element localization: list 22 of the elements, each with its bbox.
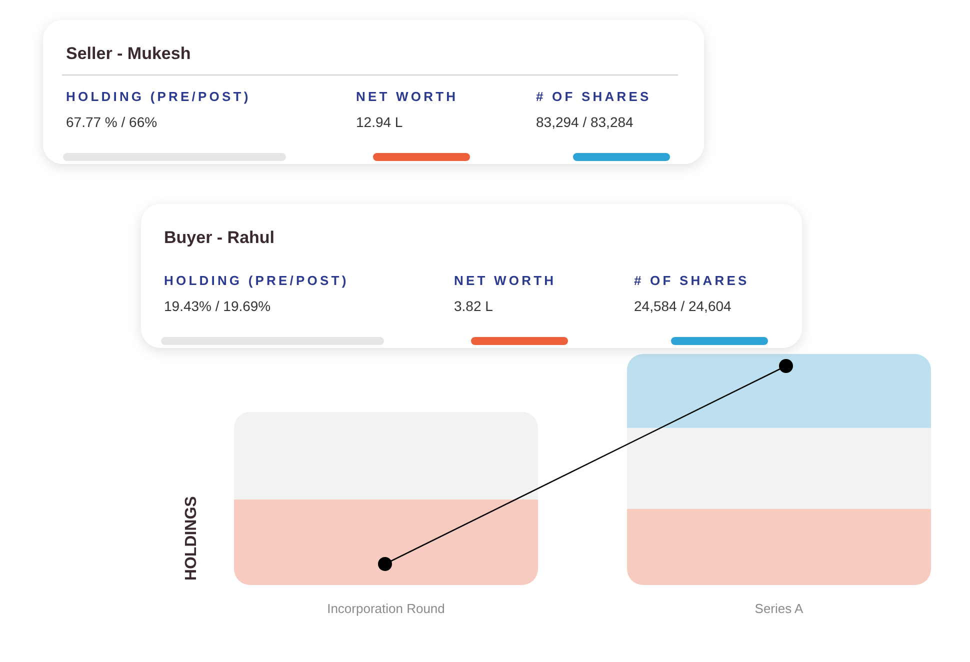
text: HOLDING (PRE/POST): [164, 273, 349, 288]
bar: [234, 412, 538, 500]
text: 19.43% / 19.69%: [164, 298, 271, 314]
bar: [627, 354, 931, 428]
text: 24,584 / 24,604: [634, 298, 732, 314]
text: Buyer - Rahul: [164, 228, 275, 247]
text: # OF SHARES: [634, 273, 750, 288]
text: 3.82 L: [454, 298, 494, 314]
text: 83,294 / 83,284: [536, 114, 634, 130]
text: # OF SHARES: [536, 89, 652, 104]
bar: [627, 428, 931, 509]
text: NET WORTH: [454, 273, 556, 288]
x-tick-label: Incorporation Round: [327, 601, 445, 616]
bar: [234, 500, 538, 585]
text: Seller - Mukesh: [66, 44, 191, 63]
text: 67.77 % / 66%: [66, 114, 158, 130]
text: NET WORTH: [356, 89, 458, 104]
x-tick-label: Series A: [754, 601, 804, 616]
bar: [627, 508, 931, 585]
text: 12.94 L: [356, 114, 403, 130]
y-axis-title: HOLDINGS: [183, 496, 200, 581]
text: HOLDING (PRE/POST): [66, 89, 251, 104]
